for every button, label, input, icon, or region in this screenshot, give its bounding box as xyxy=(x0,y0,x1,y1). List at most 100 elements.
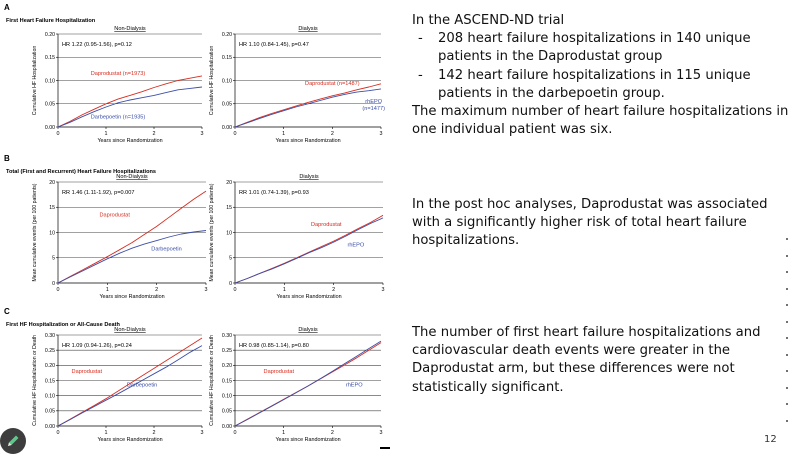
dot xyxy=(786,370,788,372)
x-tick-label: 1 xyxy=(105,430,108,436)
y-axis-label: Cumulative HF Hospitalization xyxy=(209,46,215,116)
x-tick-label: 0 xyxy=(234,287,237,293)
y-tick-label: 0.20 xyxy=(45,363,55,369)
y-axis-label: Cumulative HF Hospitalization or Death xyxy=(32,335,38,426)
y-tick-label: 0.30 xyxy=(222,333,232,339)
vertical-margin-text xyxy=(0,40,12,350)
x-tick-label: 3 xyxy=(205,287,208,293)
pen-tool-button[interactable] xyxy=(0,428,26,454)
x-tick-label: 2 xyxy=(153,131,156,137)
y-tick-label: 15 xyxy=(49,205,55,211)
y-axis-label: Mean cumulative events (per 100 patients… xyxy=(32,183,38,281)
series-label: Daprodustat xyxy=(99,212,130,218)
y-tick-label: 0 xyxy=(229,281,232,287)
minus-mark xyxy=(380,447,390,449)
plot-subtitle: Dialysis xyxy=(298,26,317,32)
series-line-daprodustat xyxy=(57,190,207,284)
y-tick-label: 0.20 xyxy=(45,32,55,38)
y-tick-label: 0.25 xyxy=(45,348,55,354)
y-tick-label: 0.15 xyxy=(45,378,55,384)
y-tick-label: 0.05 xyxy=(45,409,55,415)
x-tick-label: 0 xyxy=(57,430,60,436)
series-line-darbepoetin xyxy=(57,230,207,284)
hr-annotation: RR 1.01 (0.74-1.39), p=0.93 xyxy=(239,190,309,196)
x-tick-label: 0 xyxy=(234,131,237,137)
series-sublabel: (n=1477) xyxy=(362,106,385,112)
y-axis-label: Cumulative HF Hospitalization xyxy=(32,46,38,116)
plot-subtitle: Dialysis xyxy=(298,327,317,333)
panel-letter: A xyxy=(4,3,10,12)
section-title: First HF Hospitalization or All-Cause De… xyxy=(6,322,120,328)
section-title: Total (First and Recurrent) Heart Failur… xyxy=(6,169,156,175)
y-tick-label: 5 xyxy=(52,256,55,262)
hr-annotation: RR 1.46 (1.11-1.92), p=0.007 xyxy=(62,190,135,196)
series-label: Daprodustat (n=1487) xyxy=(305,81,360,87)
x-tick-label: 1 xyxy=(282,430,285,436)
y-tick-label: 10 xyxy=(49,230,55,236)
section-title: First Heart Failure Hospitalization xyxy=(6,18,96,24)
max-hospitalizations-text: The maximum number of heart failure hosp… xyxy=(412,104,789,138)
y-tick-label: 0.00 xyxy=(45,424,55,430)
series-label: rhEPO xyxy=(346,383,363,389)
panel-letter: C xyxy=(4,307,10,316)
hr-annotation: HR 0.98 (0.85-1.14), p=0.80 xyxy=(239,343,309,349)
x-tick-label: 2 xyxy=(153,430,156,436)
dot xyxy=(786,419,788,422)
series-label: Darbepoetin (n=1935) xyxy=(91,115,146,121)
x-tick-label: 3 xyxy=(201,430,204,436)
bullet-dash: - xyxy=(418,31,423,47)
series-label: rhEPO xyxy=(347,243,364,249)
x-tick-label: 2 xyxy=(155,287,158,293)
y-tick-label: 0.05 xyxy=(222,102,232,108)
series-line-daprodustat xyxy=(57,75,203,128)
y-tick-label: 15 xyxy=(226,205,232,211)
bullet-item: - 142 heart failure hospitalizations in … xyxy=(412,67,792,103)
bullet-item: - 208 heart failure hospitalizations in … xyxy=(412,30,792,66)
series-line-daprodustat xyxy=(57,337,203,427)
hr-annotation: HR 1.22 (0.95-1.56), p=0.12 xyxy=(62,42,132,48)
page-number: 12 xyxy=(764,434,777,445)
x-tick-label: 1 xyxy=(106,287,109,293)
y-tick-label: 5 xyxy=(229,256,232,262)
x-tick-label: 1 xyxy=(105,131,108,137)
y-tick-label: 0.20 xyxy=(222,363,232,369)
x-tick-label: 0 xyxy=(57,131,60,137)
series-line-rhepo xyxy=(234,340,382,427)
series-label: Darbepoetin xyxy=(127,383,157,389)
scroll-dots xyxy=(786,238,790,436)
x-axis-label: Years since Randomization xyxy=(97,437,162,443)
y-tick-label: 0.10 xyxy=(45,393,55,399)
y-tick-label: 0.30 xyxy=(45,333,55,339)
dot xyxy=(786,254,788,257)
plot-subtitle: Dialysis xyxy=(299,174,318,180)
dot xyxy=(786,337,788,339)
x-axis-label: Years since Randomization xyxy=(275,138,340,144)
series-line-rhepo xyxy=(234,88,382,128)
y-tick-label: 0.25 xyxy=(222,348,232,354)
plot-subtitle: Non-Dialysis xyxy=(116,174,148,180)
figure-panels: A First Heart Failure Hospitalization Non-… xyxy=(4,3,385,443)
series-line-rhepo xyxy=(234,217,384,284)
y-tick-label: 0.10 xyxy=(222,393,232,399)
dot xyxy=(786,287,788,290)
pencil-icon xyxy=(8,435,19,446)
dot xyxy=(786,386,788,389)
hr-annotation: HR 1.09 (0.94-1.26), p=0.24 xyxy=(62,343,132,349)
y-tick-label: 0.05 xyxy=(45,102,55,108)
panel-letter: B xyxy=(4,154,10,163)
series-label: rhEPO xyxy=(365,99,382,105)
x-tick-label: 2 xyxy=(331,430,334,436)
x-tick-label: 3 xyxy=(380,430,383,436)
series-label: Daprodustat xyxy=(72,369,103,375)
y-tick-label: 0.00 xyxy=(222,424,232,430)
y-tick-label: 20 xyxy=(49,180,55,186)
y-tick-label: 10 xyxy=(226,230,232,236)
x-axis-label: Years since Randomization xyxy=(276,294,341,300)
trial-heading: In the ASCEND-ND trial xyxy=(412,13,565,28)
x-tick-label: 3 xyxy=(380,131,383,137)
y-tick-label: 0.10 xyxy=(45,78,55,84)
x-tick-label: 0 xyxy=(234,430,237,436)
series-label: Daprodustat xyxy=(311,222,342,228)
text-block-first-hf: The number of first heart failure hospit… xyxy=(412,325,761,395)
y-tick-label: 0.15 xyxy=(222,55,232,61)
